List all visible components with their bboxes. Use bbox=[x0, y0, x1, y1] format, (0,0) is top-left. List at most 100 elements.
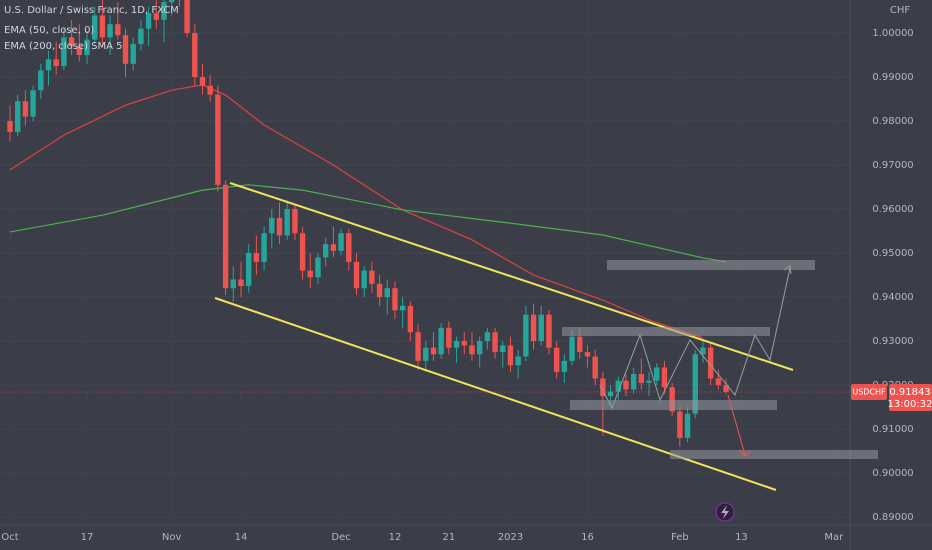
candle-body bbox=[338, 233, 344, 251]
projection-arrow bbox=[727, 394, 746, 456]
y-tick-label: 0.98000 bbox=[872, 116, 913, 127]
candle-body bbox=[99, 15, 106, 38]
candle-body bbox=[261, 233, 267, 262]
candle-body bbox=[376, 283, 383, 298]
y-tick-label: 0.90000 bbox=[872, 468, 913, 479]
candle-body bbox=[346, 233, 352, 262]
candle-body bbox=[654, 367, 660, 381]
candle-body bbox=[145, 13, 152, 29]
ma-line bbox=[9, 184, 727, 263]
x-tick-label: 16 bbox=[581, 532, 594, 543]
y-tick-label: 0.99000 bbox=[872, 72, 913, 83]
projection-arrowhead bbox=[739, 449, 751, 457]
candle-body bbox=[577, 336, 583, 353]
candle-body bbox=[192, 33, 198, 78]
legend-entry: EMA (200, close) SMA 5 bbox=[4, 41, 123, 52]
candle-body bbox=[199, 77, 206, 86]
candle-body bbox=[222, 184, 229, 289]
candle-body bbox=[253, 253, 260, 262]
candle-body bbox=[530, 314, 537, 342]
y-tick-label: 0.89000 bbox=[872, 512, 913, 523]
candle-body bbox=[45, 59, 52, 71]
candle-body bbox=[538, 314, 544, 342]
x-tick-label: Oct bbox=[1, 532, 18, 543]
candle-body bbox=[384, 288, 390, 298]
candle-body bbox=[638, 374, 645, 383]
candle-body bbox=[361, 270, 367, 289]
symbol-label: USDCHF bbox=[852, 387, 886, 396]
candle-body bbox=[230, 279, 236, 289]
candle-body bbox=[723, 385, 729, 392]
event-icon-bolt bbox=[721, 505, 729, 519]
y-tick-label: 0.94000 bbox=[872, 292, 913, 303]
candle-body bbox=[153, 13, 159, 20]
x-tick-label: 13 bbox=[735, 532, 748, 543]
legend-entry: EMA (50, close, 0) bbox=[4, 25, 94, 36]
candle-body bbox=[138, 28, 144, 45]
candle-body bbox=[453, 341, 460, 348]
candle-body bbox=[38, 70, 44, 91]
countdown-label: 13:00:32 bbox=[888, 399, 932, 410]
candle-body bbox=[584, 352, 591, 357]
candle-body bbox=[615, 380, 621, 392]
candle-body bbox=[623, 380, 629, 390]
candle-body bbox=[484, 332, 491, 342]
candle-body bbox=[184, 0, 190, 34]
candle-body bbox=[515, 356, 521, 366]
candle-body bbox=[399, 305, 406, 311]
candle-body bbox=[523, 314, 529, 357]
candle-body bbox=[546, 314, 552, 348]
zone-box bbox=[562, 327, 770, 336]
candle-body bbox=[330, 244, 337, 251]
candle-body bbox=[284, 209, 290, 236]
drawings bbox=[214, 182, 878, 522]
candle-body bbox=[207, 85, 213, 95]
y-tick-label: 1.00000 bbox=[872, 28, 913, 39]
candle-body bbox=[92, 15, 98, 40]
candle-body bbox=[707, 347, 714, 379]
zone-box bbox=[607, 260, 815, 270]
candle-body bbox=[492, 332, 498, 353]
candle-body bbox=[115, 24, 121, 36]
candle-body bbox=[61, 37, 67, 67]
candle-body bbox=[430, 347, 437, 355]
candle-body bbox=[245, 253, 252, 287]
ma-line bbox=[9, 84, 704, 339]
candle-body bbox=[646, 380, 652, 383]
candle-body bbox=[122, 35, 129, 64]
candle-body bbox=[669, 387, 675, 412]
candle-body bbox=[299, 233, 306, 271]
candle-body bbox=[30, 90, 36, 117]
price-tag bbox=[889, 383, 932, 411]
candle-body bbox=[592, 356, 598, 379]
candle-body bbox=[684, 413, 691, 438]
candle-body bbox=[407, 305, 414, 333]
chart-title: U.S. Dollar / Swiss Franc, 1D, FXCM bbox=[4, 5, 179, 16]
candle-body bbox=[469, 345, 475, 355]
candle-body bbox=[84, 39, 90, 56]
candle-body bbox=[561, 360, 568, 372]
candle-body bbox=[369, 270, 375, 284]
candle-body bbox=[700, 347, 706, 355]
candle-body bbox=[423, 347, 429, 361]
candle-body bbox=[238, 279, 244, 287]
candle-body bbox=[692, 354, 698, 414]
candle-body bbox=[292, 209, 298, 234]
candle-body bbox=[215, 94, 221, 185]
candle-body bbox=[76, 46, 82, 56]
candle-body bbox=[15, 101, 21, 133]
candle-body bbox=[661, 367, 668, 388]
x-tick-label: Dec bbox=[331, 532, 350, 543]
candle-body bbox=[569, 336, 575, 361]
candle-body bbox=[168, 0, 175, 3]
candle-body bbox=[68, 37, 75, 47]
candle-body bbox=[130, 44, 136, 64]
candle-body bbox=[415, 332, 421, 361]
x-tick-label: 14 bbox=[235, 532, 248, 543]
y-tick-label: 0.93000 bbox=[872, 336, 913, 347]
candle-body bbox=[315, 257, 321, 278]
candle-body bbox=[322, 244, 329, 258]
candle-body bbox=[392, 288, 398, 311]
